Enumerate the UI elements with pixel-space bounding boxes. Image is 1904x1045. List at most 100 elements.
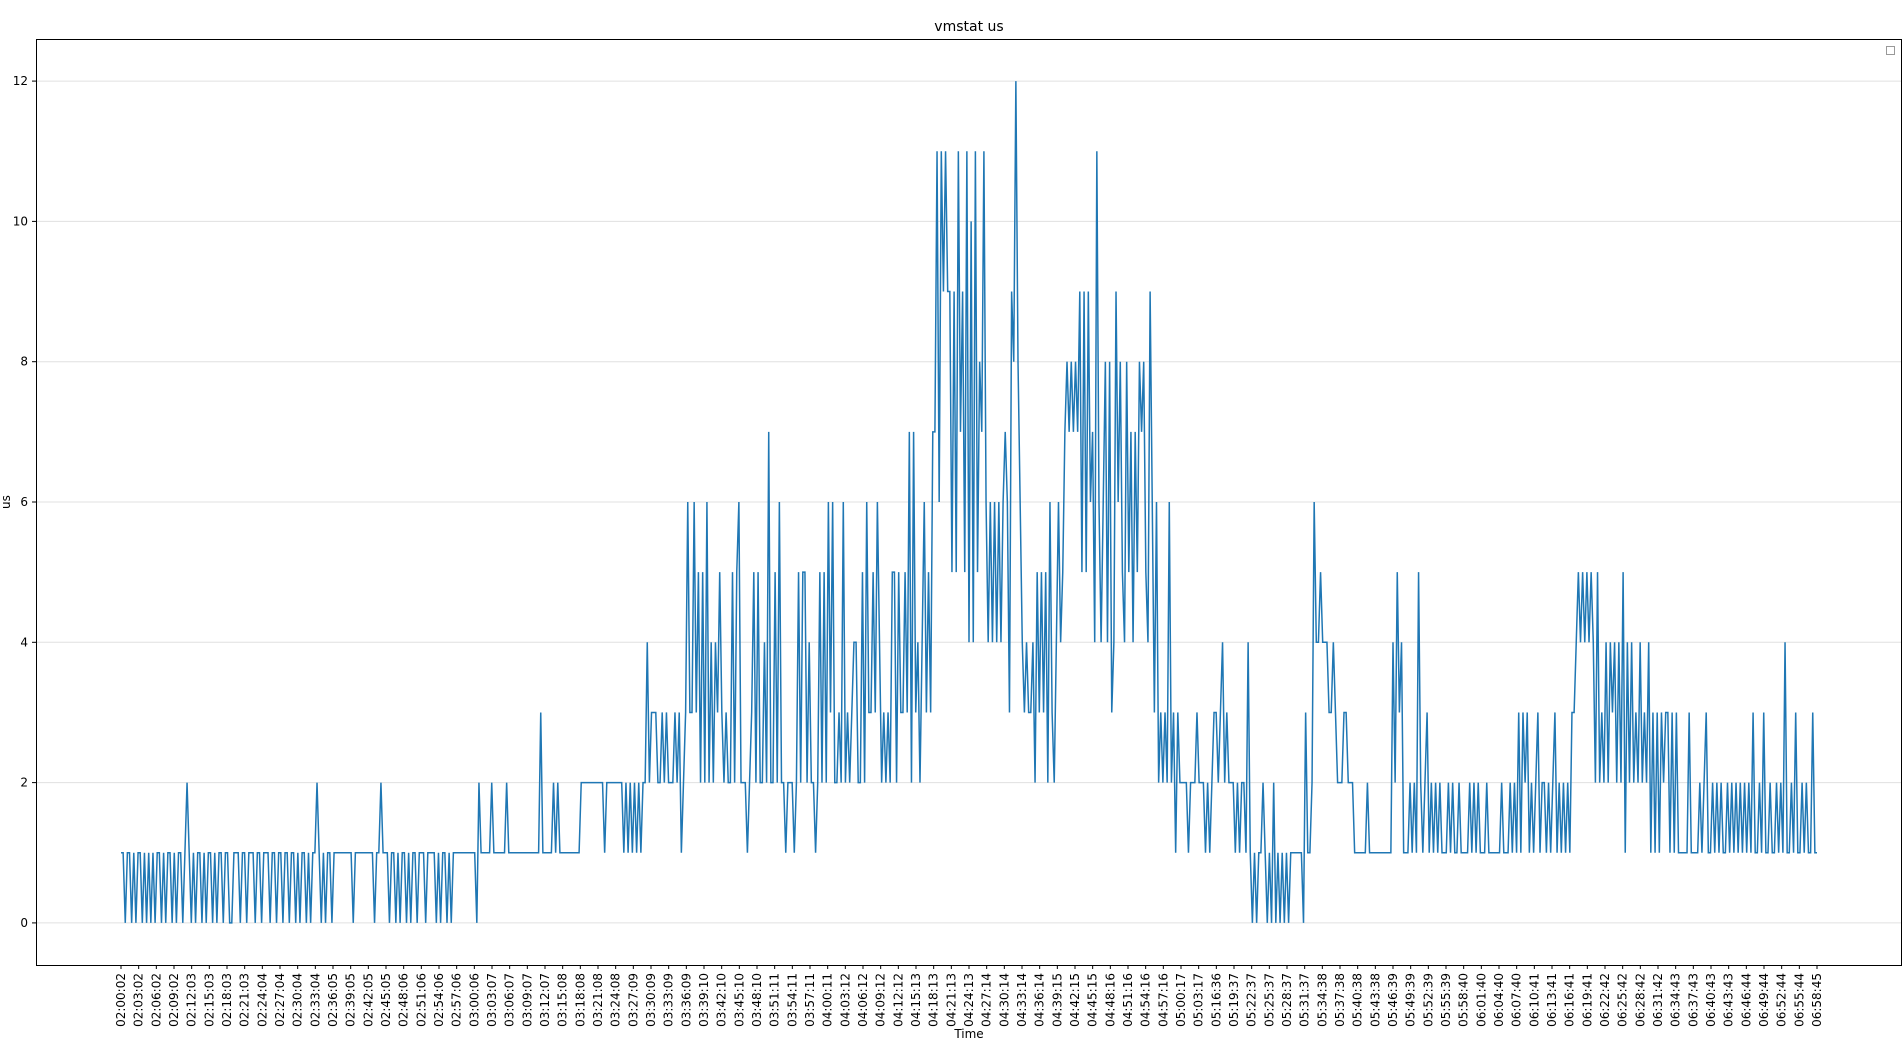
x-tick-label: 06:37:43 (1686, 973, 1700, 1027)
x-tick-label: 06:31:42 (1651, 973, 1665, 1027)
x-tick-label: 05:49:39 (1404, 973, 1418, 1027)
x-tick-label: 02:30:04 (291, 973, 305, 1027)
x-tick-label: 03:12:07 (538, 973, 552, 1027)
x-tick-label: 06:10:41 (1527, 973, 1541, 1027)
x-tick-label: 03:42:10 (715, 973, 729, 1027)
x-tick-label: 04:24:13 (962, 973, 976, 1027)
x-tick-label: 05:19:37 (1227, 973, 1241, 1027)
x-tick-label: 05:43:38 (1368, 973, 1382, 1027)
x-tick-label: 04:06:12 (856, 973, 870, 1027)
x-tick-label: 02:39:05 (344, 973, 358, 1027)
x-tick-label: 04:51:16 (1121, 973, 1135, 1027)
y-axis-ticks: 0 2 4 6 8 10 12 (13, 74, 36, 930)
x-tick-label: 06:04:40 (1492, 973, 1506, 1027)
x-tick-label: 04:39:15 (1050, 973, 1064, 1027)
x-tick-label: 06:46:44 (1739, 973, 1753, 1027)
x-tick-label: 05:52:39 (1421, 973, 1435, 1027)
x-tick-label: 05:03:17 (1192, 973, 1206, 1027)
x-tick-label: 05:00:17 (1174, 973, 1188, 1027)
x-axis-ticks: 02:00:02 02:03:02 02:06:02 02:09:02 02:12:03… (114, 965, 1824, 1027)
plot-frame (36, 39, 1902, 966)
x-tick-label: 04:30:14 (997, 973, 1011, 1027)
x-tick-label: 06:22:42 (1598, 973, 1612, 1027)
y-tick-label: 6 (20, 495, 28, 509)
x-tick-label: 04:54:16 (1139, 973, 1153, 1027)
x-tick-label: 02:18:03 (220, 973, 234, 1027)
x-tick-label: 03:06:07 (503, 973, 517, 1027)
x-tick-label: 04:18:13 (927, 973, 941, 1027)
x-tick-label: 06:58:45 (1810, 973, 1824, 1027)
x-tick-label: 05:37:38 (1333, 973, 1347, 1027)
y-tick-label: 4 (20, 635, 28, 649)
x-axis-label: Time (953, 1027, 983, 1041)
x-tick-label: 05:28:37 (1280, 973, 1294, 1027)
x-tick-label: 03:45:10 (732, 973, 746, 1027)
x-tick-label: 04:48:16 (1103, 973, 1117, 1027)
x-tick-label: 05:25:37 (1262, 973, 1276, 1027)
x-tick-label: 06:43:43 (1722, 973, 1736, 1027)
x-tick-label: 03:21:08 (591, 973, 605, 1027)
x-tick-label: 04:57:16 (1156, 973, 1170, 1027)
x-tick-label: 04:42:15 (1068, 973, 1082, 1027)
x-tick-label: 04:45:15 (1086, 973, 1100, 1027)
x-tick-label: 03:15:08 (556, 973, 570, 1027)
x-tick-label: 04:21:13 (944, 973, 958, 1027)
x-tick-label: 02:24:04 (255, 973, 269, 1027)
x-tick-label: 02:00:02 (114, 973, 128, 1027)
x-tick-label: 04:09:12 (874, 973, 888, 1027)
x-tick-label: 03:57:11 (803, 973, 817, 1027)
x-tick-label: 06:28:42 (1633, 973, 1647, 1027)
x-tick-label: 02:15:03 (202, 973, 216, 1027)
x-tick-label: 03:27:09 (626, 973, 640, 1027)
x-tick-label: 05:22:37 (1245, 973, 1259, 1027)
x-tick-label: 06:55:44 (1792, 973, 1806, 1027)
x-tick-label: 04:00:11 (821, 973, 835, 1027)
x-tick-label: 03:09:07 (520, 973, 534, 1027)
x-tick-label: 05:31:37 (1298, 973, 1312, 1027)
y-tick-label: 2 (20, 776, 28, 790)
x-tick-label: 05:16:36 (1209, 973, 1223, 1027)
x-tick-label: 02:36:05 (326, 973, 340, 1027)
x-tick-label: 04:03:12 (838, 973, 852, 1027)
x-tick-label: 02:09:02 (167, 973, 181, 1027)
x-tick-label: 03:54:11 (785, 973, 799, 1027)
x-tick-label: 06:25:42 (1616, 973, 1630, 1027)
x-tick-label: 05:40:38 (1351, 973, 1365, 1027)
x-tick-label: 02:03:02 (132, 973, 146, 1027)
chart-title: vmstat us (934, 19, 1003, 35)
x-tick-label: 04:33:14 (1015, 973, 1029, 1027)
x-tick-label: 05:34:38 (1315, 973, 1329, 1027)
x-tick-label: 03:24:08 (609, 973, 623, 1027)
x-tick-label: 03:48:10 (750, 973, 764, 1027)
x-tick-label: 02:45:05 (379, 973, 393, 1027)
x-tick-label: 02:33:04 (308, 973, 322, 1027)
x-tick-label: 06:52:44 (1775, 973, 1789, 1027)
y-axis-label: us (0, 495, 13, 509)
x-tick-label: 05:46:39 (1386, 973, 1400, 1027)
legend-box (1886, 46, 1895, 55)
x-tick-label: 06:01:40 (1474, 973, 1488, 1027)
y-tick-label: 0 (20, 916, 28, 930)
y-tick-label: 12 (13, 74, 28, 88)
x-tick-label: 06:13:41 (1545, 973, 1559, 1027)
x-tick-label: 02:54:06 (432, 973, 446, 1027)
x-tick-label: 02:27:04 (273, 973, 287, 1027)
series-line (121, 81, 1817, 924)
x-tick-label: 02:57:06 (450, 973, 464, 1027)
x-tick-label: 04:15:13 (909, 973, 923, 1027)
x-tick-label: 03:39:10 (697, 973, 711, 1027)
x-tick-label: 06:40:43 (1704, 973, 1718, 1027)
x-tick-label: 06:19:41 (1580, 973, 1594, 1027)
y-tick-label: 8 (20, 355, 28, 369)
x-tick-label: 03:03:07 (485, 973, 499, 1027)
x-tick-label: 02:12:03 (185, 973, 199, 1027)
y-tick-label: 10 (13, 214, 28, 228)
x-tick-label: 03:36:09 (679, 973, 693, 1027)
x-tick-label: 04:27:14 (980, 973, 994, 1027)
x-tick-label: 02:42:05 (361, 973, 375, 1027)
x-tick-label: 03:00:06 (467, 973, 481, 1027)
x-tick-label: 04:36:14 (1033, 973, 1047, 1027)
x-tick-label: 02:06:02 (149, 973, 163, 1027)
x-tick-label: 06:49:44 (1757, 973, 1771, 1027)
